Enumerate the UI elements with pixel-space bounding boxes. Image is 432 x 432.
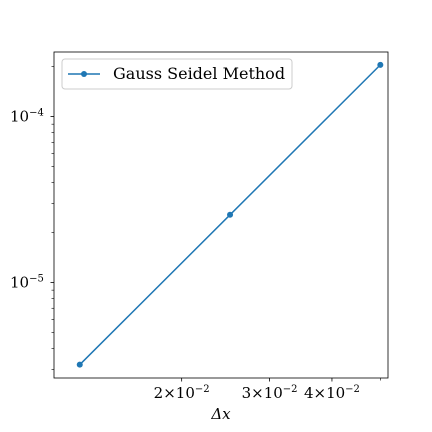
y-tick-label-1: 10−4 (10, 108, 44, 126)
minor-ticks (51, 66, 381, 381)
data-point-0-1 (227, 211, 234, 218)
x-axis-label: Δx (210, 405, 231, 423)
y-ticks: 10−5 10−4 (10, 108, 54, 292)
legend-entry-label: Gauss Seidel Method (113, 64, 285, 83)
series-layer (76, 61, 384, 368)
data-point-0-2 (377, 61, 384, 68)
y-tick-label-0: 10−5 (10, 274, 44, 292)
x-tick-label-1: 3×10−2 (242, 384, 298, 402)
legend-marker (81, 71, 87, 77)
plot-frame (53, 51, 389, 379)
x-tick-label-0: 2×10−2 (154, 384, 210, 402)
legend: Gauss Seidel Method (61, 58, 293, 90)
legend-box (61, 58, 293, 90)
x-tick-label-2: 4×10−2 (304, 384, 360, 402)
x-ticks: 2×10−2 3×10−2 4×10−2 (154, 378, 360, 402)
data-point-0-0 (76, 361, 83, 368)
